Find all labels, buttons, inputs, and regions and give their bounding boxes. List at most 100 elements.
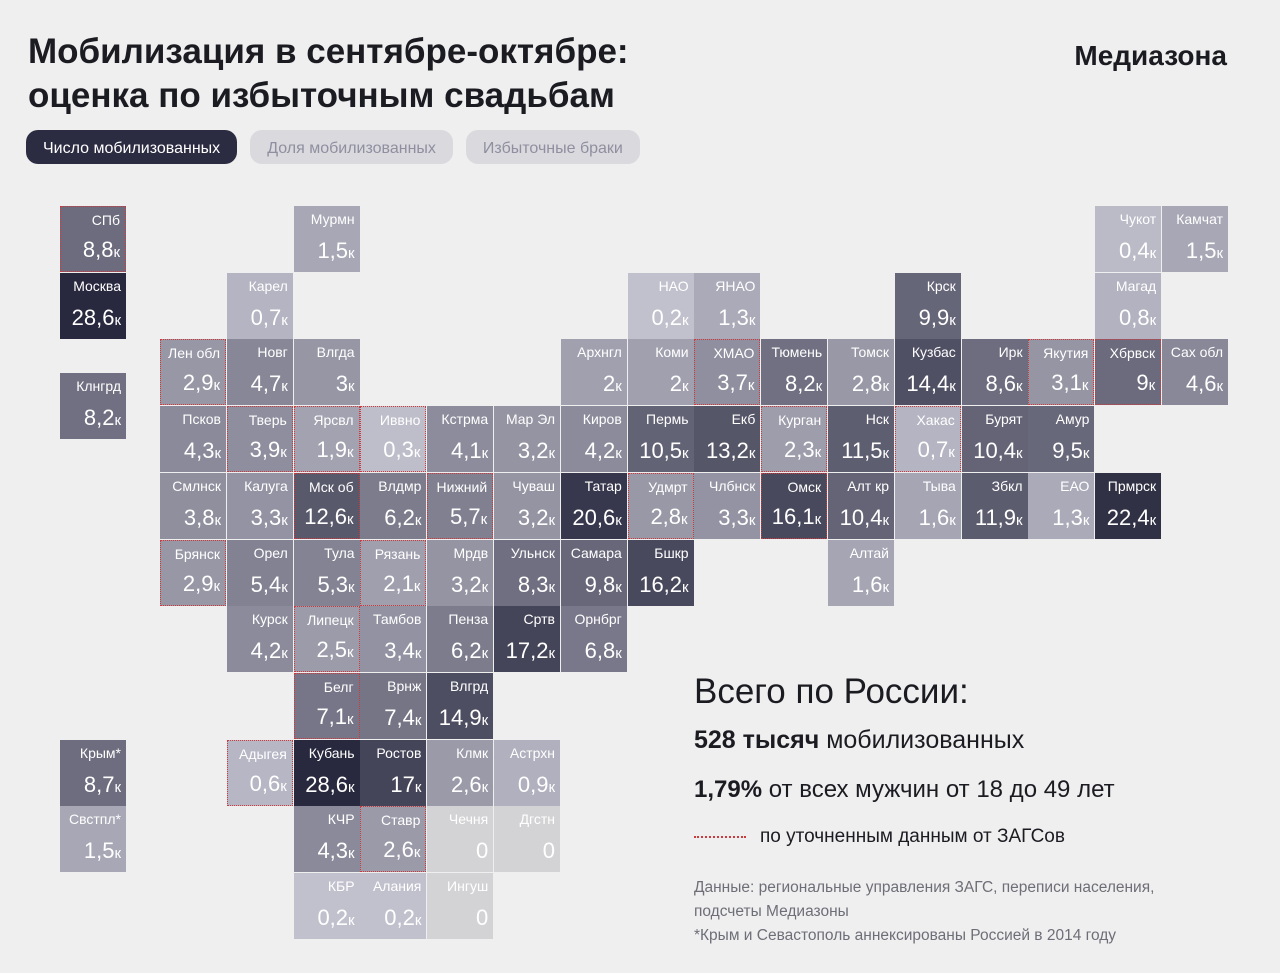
region-value: 3,2к — [451, 572, 488, 598]
region-name: Орнбрг — [574, 611, 622, 628]
region-value: 0 — [476, 838, 488, 864]
region-value: 3к — [336, 371, 355, 397]
value-unit: к — [281, 378, 288, 396]
region-tile: Лен обл 2,9к — [160, 339, 226, 406]
region-value: 1,3к — [718, 305, 755, 331]
region-value: 4,2к — [585, 438, 622, 464]
region-tile: Курск 4,2к — [226, 606, 293, 673]
value-number: 7,4 — [384, 704, 415, 730]
value-unit: к — [481, 445, 489, 463]
region-name: КБР — [327, 878, 355, 894]
region-value: 2к — [670, 371, 689, 397]
tab[interactable]: Избыточные браки — [465, 130, 640, 164]
region-name: Пенза — [448, 611, 489, 628]
region-value: 28,6к — [305, 772, 354, 798]
value-unit: к — [114, 845, 121, 863]
region-name: Псков — [182, 411, 221, 428]
value-number: 14,4 — [906, 371, 950, 397]
region-name: Клмк — [456, 744, 489, 761]
region-value: 10,4к — [973, 438, 1022, 464]
value-number: 2,6 — [383, 837, 414, 863]
region-tile: Алт кр 10,4к — [828, 472, 894, 539]
value-number: 8,6 — [985, 371, 1017, 397]
value-unit: к — [949, 511, 956, 529]
region-value: 3,7к — [717, 370, 754, 396]
value-unit: к — [1082, 445, 1090, 463]
region-name: Орел — [253, 544, 288, 561]
value-number: 2,9 — [182, 370, 214, 396]
value-unit: к — [682, 378, 689, 396]
region-value: 3,3к — [251, 505, 288, 531]
region-value: 4,1к — [451, 438, 488, 464]
value-number: 8,7 — [83, 771, 115, 797]
region-value: 14,4к — [906, 371, 955, 397]
region-value: 2,6к — [383, 837, 420, 863]
total-bold: 528 тысяч — [694, 726, 820, 754]
value-unit: к — [114, 778, 121, 796]
value-number: 0 — [475, 838, 489, 864]
value-number: 0 — [542, 838, 555, 864]
region-tile: Белг 7,1к — [293, 672, 360, 739]
value-unit: к — [281, 511, 288, 529]
region-tile: Кубань 28,6к — [293, 739, 360, 806]
tab[interactable]: Число мобилизованных — [26, 130, 238, 164]
region-name: Мар Эл — [505, 411, 555, 428]
value-unit: к — [213, 377, 220, 395]
region-tile: Коми 2к — [627, 339, 694, 406]
region-tile: Липецк 2,5к — [293, 606, 360, 673]
value-number: 11,5 — [841, 438, 883, 464]
value-unit: к — [748, 311, 756, 329]
region-name: Хакас — [916, 412, 955, 429]
value-unit: к — [615, 445, 622, 463]
region-value: 13,2к — [706, 438, 755, 464]
legend: по уточненным данным от ЗАГСов — [694, 826, 1065, 848]
region-name: Бурят — [985, 411, 1023, 428]
value-unit: к — [1081, 377, 1089, 395]
value-number: 2,3 — [784, 437, 815, 463]
region-name: Чечня — [448, 811, 489, 828]
region-tile: Прмрск 22,4к — [1095, 472, 1162, 539]
region-value: 8,6к — [985, 371, 1022, 397]
value-unit: к — [1216, 378, 1223, 396]
region-name: Крым* — [79, 744, 121, 761]
region-name: Тюмень — [771, 344, 823, 361]
value-number: 3,7 — [717, 370, 748, 396]
region-name: Бшкр — [654, 544, 689, 561]
region-value: 16,1к — [772, 504, 821, 530]
region-tile: Чечня 0 — [427, 806, 494, 873]
value-unit: к — [948, 444, 955, 462]
region-name: Тамбов — [372, 611, 422, 628]
region-name: Чукот — [1119, 211, 1157, 227]
region-name: Алт кр — [847, 477, 889, 494]
region-tile: Архнгл 2к — [560, 339, 627, 406]
value-unit: к — [882, 378, 889, 396]
region-value: 0,7к — [251, 305, 288, 331]
region-tile: Бшкр 16,2к — [627, 539, 694, 606]
region-name: Смлнск — [172, 477, 221, 494]
region-value: 5,7к — [450, 504, 487, 530]
region-value: 17,2к — [506, 638, 555, 664]
value-number: 3,2 — [517, 504, 549, 530]
tab[interactable]: Доля мобилизованных — [250, 130, 453, 164]
value-number: 5,7 — [450, 503, 481, 529]
region-value: 0,3к — [383, 437, 420, 463]
value-unit: к — [882, 511, 889, 529]
value-unit: к — [113, 244, 120, 261]
value-unit: к — [280, 777, 287, 795]
region-tile: ЯНАО 1,3к — [694, 272, 761, 339]
value-unit: к — [348, 378, 355, 396]
value-unit: к — [747, 377, 755, 395]
value-number: 3,2 — [451, 571, 482, 597]
region-name: Нск — [865, 411, 889, 428]
note: *Крым и Севастополь аннексированы Россие… — [694, 927, 1117, 944]
region-tile: Влдмр 6,2к — [360, 472, 427, 539]
region-value: 22,4к — [1107, 505, 1156, 531]
region-tile: Курган 2,3к — [761, 406, 828, 473]
value-unit: к — [480, 510, 488, 528]
region-name: Влдмр — [378, 477, 422, 494]
value-unit: к — [1016, 445, 1023, 463]
region-name: Магад — [1115, 277, 1157, 294]
value-unit: к — [481, 578, 489, 596]
region-value: 4,6к — [1186, 371, 1223, 397]
region-tile: Татар 20,6к — [560, 472, 627, 539]
